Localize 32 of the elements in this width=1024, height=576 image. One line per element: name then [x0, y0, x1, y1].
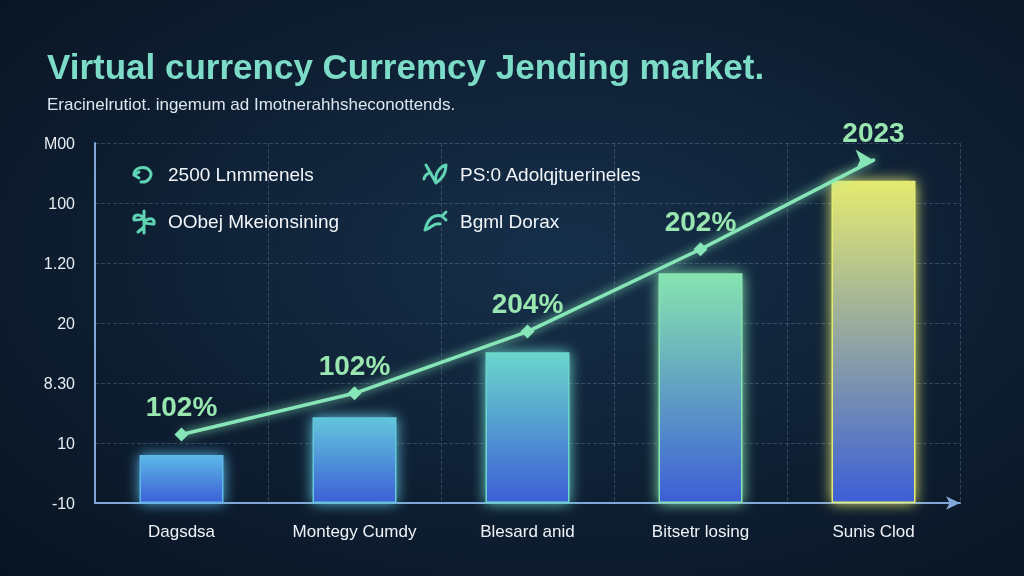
x-tick-label: Montegy Cumdy	[292, 522, 417, 541]
text: 100	[48, 194, 76, 212]
x-tick-label: Bitsetr losing	[651, 522, 750, 541]
text: M00	[43, 134, 76, 152]
text: 8.30	[43, 374, 76, 392]
bar	[485, 352, 570, 503]
x-tick-label: Blesard anid	[480, 522, 575, 541]
bar	[658, 273, 743, 503]
annotation: PS:0 Adolqjtuerineles	[460, 164, 641, 186]
x-tick-label: Sunis Clod	[832, 522, 915, 541]
bar	[831, 180, 916, 503]
point	[520, 324, 535, 339]
bar	[312, 417, 397, 503]
text: 1.20	[43, 254, 76, 272]
annotation: 2500 Lnmmenels	[168, 164, 314, 186]
bar	[139, 455, 224, 503]
text: 20	[57, 314, 76, 332]
annotation: 202%	[664, 205, 737, 237]
annotation: Bgml Dorax	[460, 211, 560, 233]
text: -10	[51, 494, 76, 512]
point	[174, 427, 189, 442]
annotation: 102%	[318, 349, 391, 381]
text: 10	[57, 434, 76, 452]
annotation: 204%	[491, 288, 564, 320]
chart-subtitle: Eracinelrutiot. ingemum ad Imotnerahhsheconottends.	[47, 95, 456, 114]
point	[347, 386, 362, 401]
annotation: OObej Mkeionsining	[168, 211, 340, 233]
point	[693, 242, 708, 257]
annotation: 2023	[842, 116, 905, 148]
x-tick-label: Dagsdsa	[147, 522, 216, 541]
annotation: 102%	[145, 390, 218, 422]
chart-title: Virtual currency Curremcy Jending market.	[47, 47, 765, 86]
